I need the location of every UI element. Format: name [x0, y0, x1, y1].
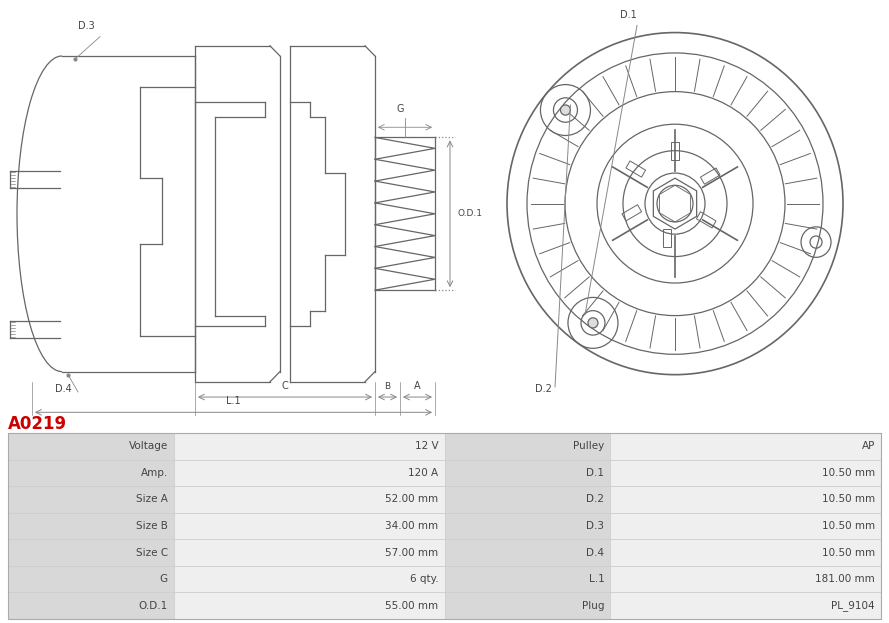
Circle shape — [560, 105, 571, 115]
Text: D.1: D.1 — [587, 468, 605, 478]
Text: Size B: Size B — [136, 521, 168, 531]
Bar — [8, 513, 174, 540]
Bar — [444, 486, 611, 513]
Text: D.2: D.2 — [587, 495, 605, 505]
Bar — [444, 566, 611, 592]
Bar — [174, 513, 444, 540]
Text: 12 V: 12 V — [415, 441, 438, 451]
Text: Voltage: Voltage — [129, 441, 168, 451]
Text: 10.50 mm: 10.50 mm — [821, 495, 875, 505]
Text: L.1: L.1 — [589, 574, 605, 584]
Bar — [444, 540, 611, 566]
Bar — [174, 486, 444, 513]
Text: 10.50 mm: 10.50 mm — [821, 521, 875, 531]
Bar — [611, 486, 881, 513]
Text: 52.00 mm: 52.00 mm — [385, 495, 438, 505]
Text: 55.00 mm: 55.00 mm — [385, 601, 438, 611]
Bar — [611, 460, 881, 486]
Text: AP: AP — [861, 441, 875, 451]
Text: 34.00 mm: 34.00 mm — [385, 521, 438, 531]
Text: D.4: D.4 — [55, 384, 72, 394]
Bar — [611, 540, 881, 566]
Bar — [626, 161, 645, 177]
Text: D.3: D.3 — [587, 521, 605, 531]
Bar — [444, 592, 611, 619]
Bar — [8, 460, 174, 486]
Circle shape — [588, 318, 598, 328]
Bar — [8, 433, 881, 619]
Text: G: G — [396, 104, 404, 114]
Text: 181.00 mm: 181.00 mm — [815, 574, 875, 584]
Bar — [611, 566, 881, 592]
Text: D.4: D.4 — [587, 548, 605, 558]
Bar — [696, 212, 716, 228]
Bar — [174, 460, 444, 486]
Bar — [663, 229, 671, 247]
Bar — [444, 460, 611, 486]
Bar — [701, 168, 720, 184]
Text: G: G — [160, 574, 168, 584]
Bar — [174, 540, 444, 566]
Text: C: C — [282, 381, 288, 391]
Bar — [444, 433, 611, 460]
Bar — [8, 433, 174, 460]
Text: L.1: L.1 — [226, 396, 241, 406]
Bar — [174, 566, 444, 592]
Bar — [8, 540, 174, 566]
Text: 6 qty.: 6 qty. — [410, 574, 438, 584]
Text: Plug: Plug — [582, 601, 605, 611]
Text: A: A — [414, 381, 420, 391]
Bar — [611, 433, 881, 460]
Text: O.D.1: O.D.1 — [457, 209, 482, 218]
Text: Size A: Size A — [136, 495, 168, 505]
Text: 10.50 mm: 10.50 mm — [821, 468, 875, 478]
Bar — [444, 513, 611, 540]
Text: D.1: D.1 — [620, 11, 637, 21]
Bar — [611, 592, 881, 619]
Text: A0219: A0219 — [8, 415, 68, 433]
Bar — [8, 566, 174, 592]
Bar — [671, 141, 679, 160]
Text: 120 A: 120 A — [408, 468, 438, 478]
Text: Amp.: Amp. — [140, 468, 168, 478]
Bar — [611, 513, 881, 540]
Text: D.3: D.3 — [78, 21, 95, 31]
Text: B: B — [384, 382, 390, 391]
Text: Size C: Size C — [136, 548, 168, 558]
Bar — [8, 592, 174, 619]
Text: 57.00 mm: 57.00 mm — [385, 548, 438, 558]
Text: 10.50 mm: 10.50 mm — [821, 548, 875, 558]
Text: O.D.1: O.D.1 — [139, 601, 168, 611]
Bar — [622, 205, 642, 221]
Text: D.2: D.2 — [535, 384, 552, 394]
Text: PL_9104: PL_9104 — [831, 601, 875, 611]
Bar — [174, 433, 444, 460]
Bar — [8, 486, 174, 513]
Bar — [174, 592, 444, 619]
Text: Pulley: Pulley — [573, 441, 605, 451]
